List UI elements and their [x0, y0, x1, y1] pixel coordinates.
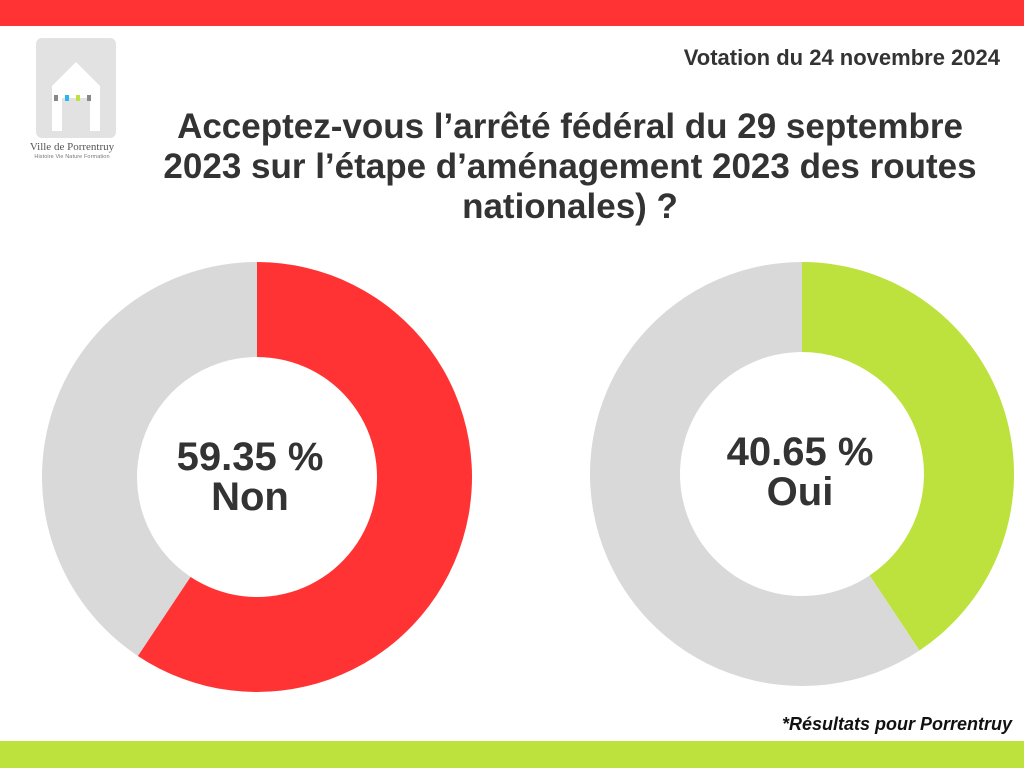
donut-slice-oui	[802, 262, 1014, 651]
donut-chart-oui: 40.65 % Oui	[590, 262, 1014, 686]
house-icon	[36, 38, 116, 138]
donut-slice-non	[137, 262, 472, 692]
footnote: *Résultats pour Porrentruy	[781, 714, 1012, 734]
donut-center-label-non: Non	[211, 475, 289, 519]
bottom-color-bar	[0, 741, 1024, 768]
donut-chart-non: 59.35 % Non	[41, 262, 472, 692]
donut-value-label-oui: 40.65 %	[727, 430, 874, 474]
donut-value-label-non: 59.35 %	[177, 435, 324, 479]
logo-tagline: Histoire Vie Nature Formation	[34, 154, 110, 160]
top-color-bar	[0, 0, 1024, 26]
logo-name: Ville de Porrentruy	[29, 141, 115, 153]
donut-slice-oui-remainder	[590, 262, 920, 686]
page-title: Acceptez-vous l’arrêté fédéral du 29 sep…	[163, 107, 977, 226]
donut-slice-non-remainder	[41, 262, 257, 656]
donut-center-label-oui: Oui	[767, 470, 834, 514]
vote-date: Votation du 24 novembre 2024	[683, 45, 1000, 70]
